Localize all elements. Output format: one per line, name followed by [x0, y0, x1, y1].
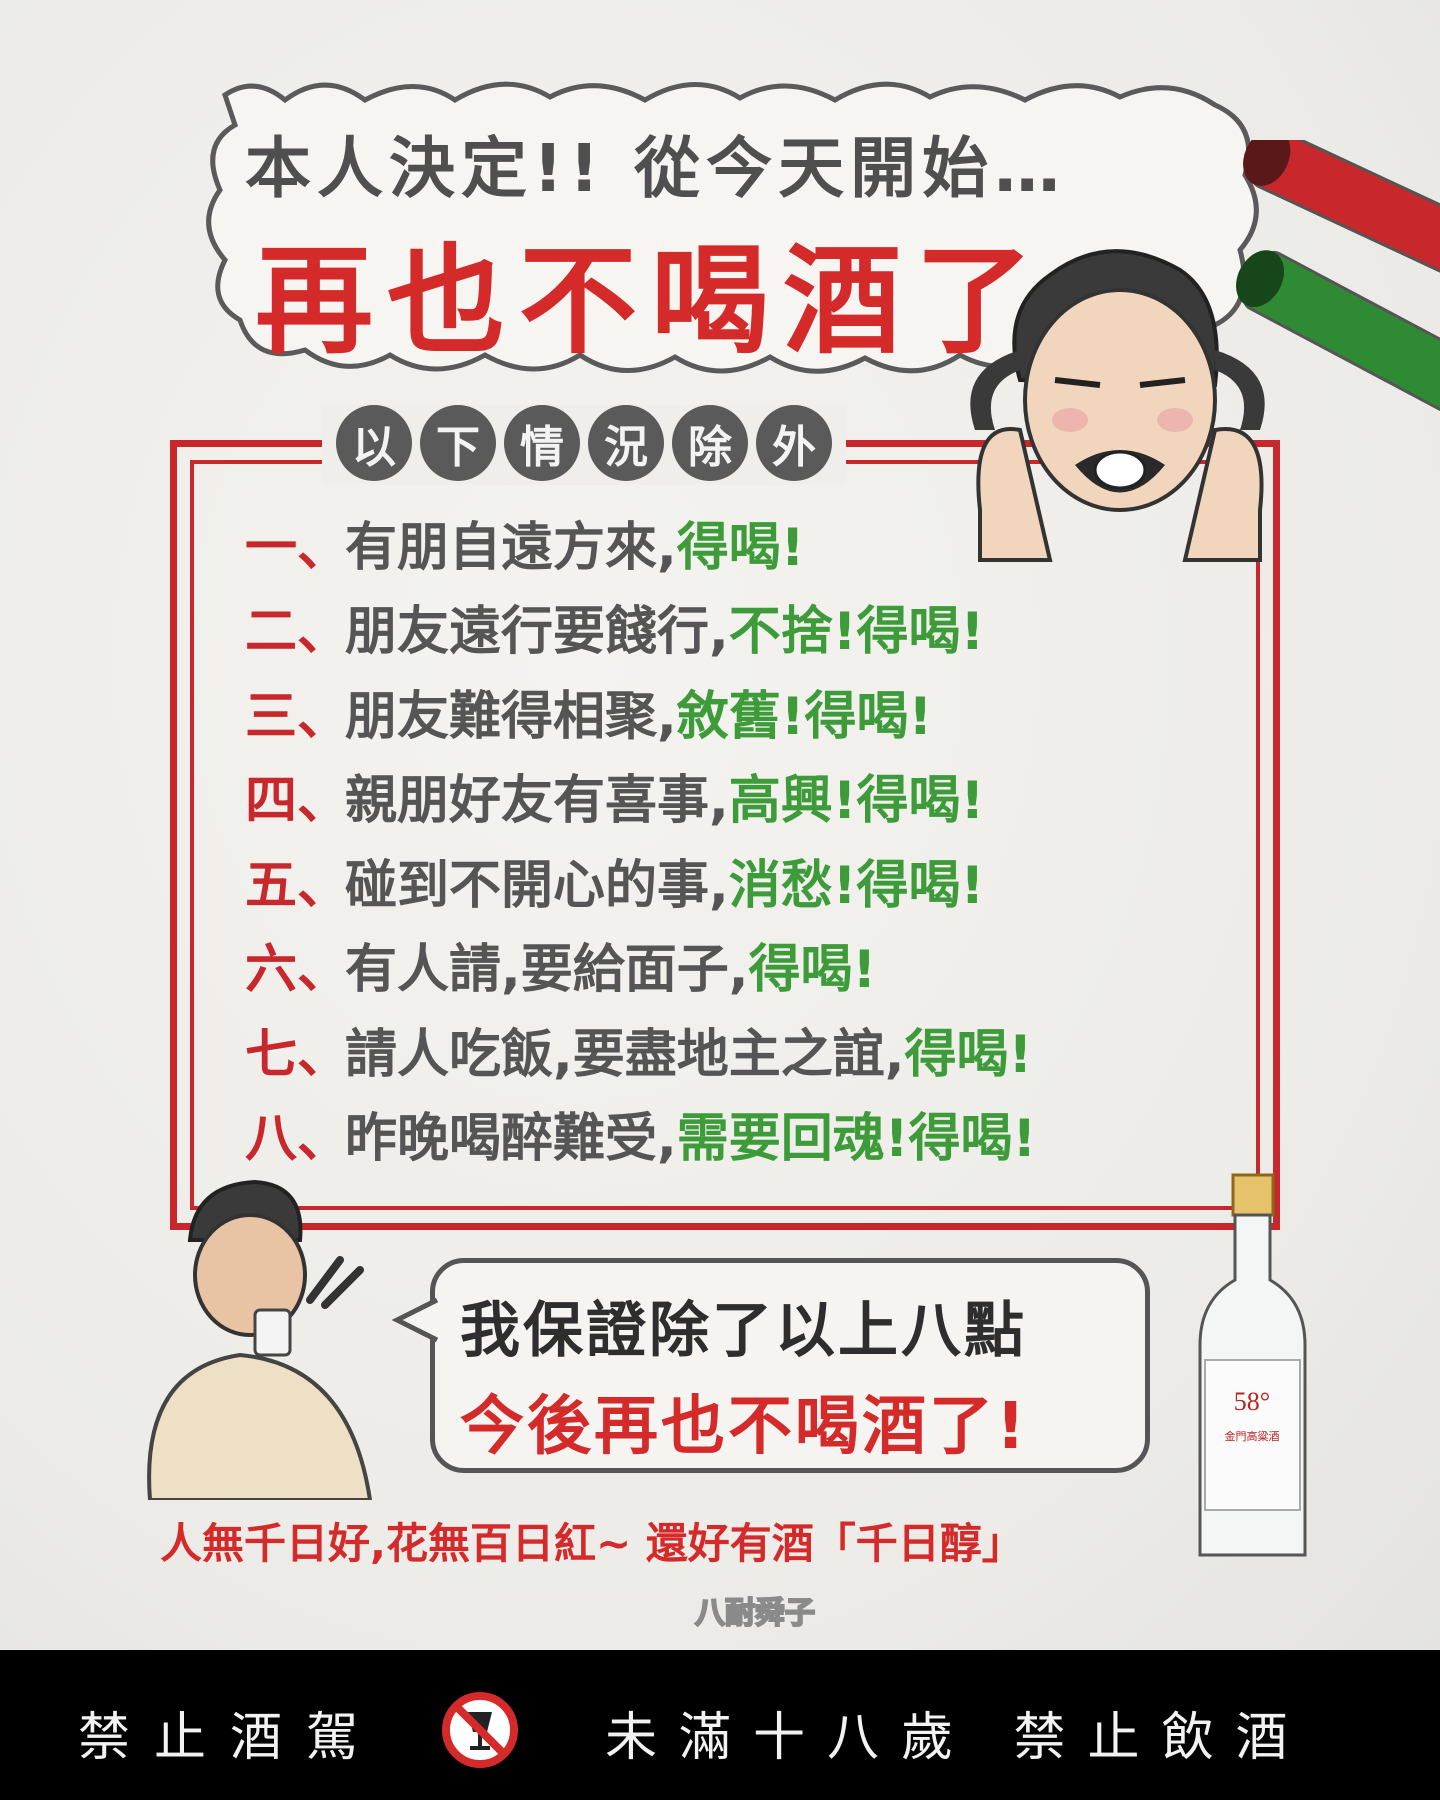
rule-text: 朋友遠行要餞行, — [345, 602, 729, 663]
rule-text: 有朋自遠方來, — [345, 517, 677, 578]
warning-bar — [0, 1650, 1440, 1800]
rule-text: 碰到不開心的事, — [345, 855, 729, 916]
svg-text:八耐舜子: 八耐舜子 — [695, 1596, 815, 1631]
rule-highlight: 高興!得喝! — [728, 771, 985, 832]
exception-char: 情 — [504, 405, 580, 481]
exceptions-header: 以 下 情 況 除 外 — [322, 405, 846, 485]
rule-number: 五、 — [245, 855, 350, 916]
bubble-tail — [392, 1297, 439, 1343]
rule-item: 八、 昨晚喝醉難受, 需要回魂!得喝! — [245, 1092, 1255, 1177]
rule-number: 六、 — [245, 940, 350, 1001]
bottle-proof: 58° — [1234, 1387, 1270, 1416]
rule-highlight: 得喝! — [904, 1024, 1033, 1085]
no-drunk-driving-text: 禁止酒駕 — [78, 1708, 383, 1768]
slogan-text: 人無千日好,花無百日紅~ 還好有酒「千日醇」 — [160, 1519, 1024, 1568]
rule-highlight: 得喝! — [676, 517, 805, 578]
kaoliang-bottle-illustration: 58° 金門高粱酒 — [1198, 1173, 1307, 1557]
rule-item: 五、 碰到不開心的事, 消愁!得喝! — [245, 838, 1255, 923]
rule-highlight: 得喝! — [748, 940, 877, 1001]
no-drinking-icon — [442, 1692, 518, 1768]
rule-item: 六、 有人請,要給面子, 得喝! — [245, 923, 1255, 1008]
promise-line-1: 我保證除了以上八點 — [460, 1296, 1027, 1366]
exception-char: 下 — [420, 405, 496, 481]
rule-number: 一、 — [245, 517, 350, 578]
rule-number: 七、 — [245, 1024, 350, 1085]
exception-char: 況 — [588, 405, 664, 481]
rule-item: 二、 朋友遠行要餞行, 不捨!得喝! — [245, 585, 1255, 670]
rule-item: 三、 朋友難得相聚, 敘舊!得喝! — [245, 669, 1255, 754]
rule-number: 三、 — [245, 686, 350, 747]
rule-highlight: 不捨!得喝! — [728, 602, 985, 663]
exception-char: 除 — [672, 405, 748, 481]
promise-bubble — [430, 1258, 1150, 1473]
rule-item: 一、 有朋自遠方來, 得喝! — [245, 500, 1255, 585]
rule-text: 朋友難得相聚, — [345, 686, 677, 747]
scholar-drinking-illustration — [147, 1179, 373, 1500]
rules-list: 一、 有朋自遠方來, 得喝! 二、 朋友遠行要餞行, 不捨!得喝! 三、 朋友難… — [245, 500, 1255, 1176]
rule-highlight: 消愁!得喝! — [728, 855, 985, 916]
scholar-refusing-illustration — [970, 249, 1265, 562]
rule-text: 親朋好友有喜事, — [345, 771, 729, 832]
underage-warning-text: 未滿十八歲 禁止飲酒 — [605, 1708, 1310, 1768]
exception-char: 以 — [336, 405, 412, 481]
rule-number: 四、 — [245, 771, 350, 832]
rule-highlight: 敘舊!得喝! — [676, 686, 933, 747]
promise-line-2: 今後再也不喝酒了! — [460, 1390, 1029, 1464]
rule-text: 有人請,要給面子, — [345, 940, 749, 1001]
headline-text: 本人決定!! 從今天開始… — [245, 130, 1067, 207]
rule-highlight: 需要回魂!得喝! — [676, 1109, 1037, 1170]
bottle-name: 金門高粱酒 — [1225, 1429, 1280, 1443]
rule-text: 昨晚喝醉難受, — [345, 1109, 677, 1170]
main-title: 再也不喝酒了 — [255, 232, 1048, 370]
rule-text: 請人吃飯,要盡地主之誼, — [345, 1024, 905, 1085]
artist-logo: 八耐舜子 — [694, 1595, 816, 1632]
exception-char: 外 — [756, 405, 832, 481]
rule-item: 四、 親朋好友有喜事, 高興!得喝! — [245, 754, 1255, 839]
rule-item: 七、 請人吃飯,要盡地主之誼, 得喝! — [245, 1007, 1255, 1092]
rule-number: 八、 — [245, 1109, 350, 1170]
rule-number: 二、 — [245, 602, 350, 663]
marker-pens-illustration — [1236, 140, 1440, 415]
